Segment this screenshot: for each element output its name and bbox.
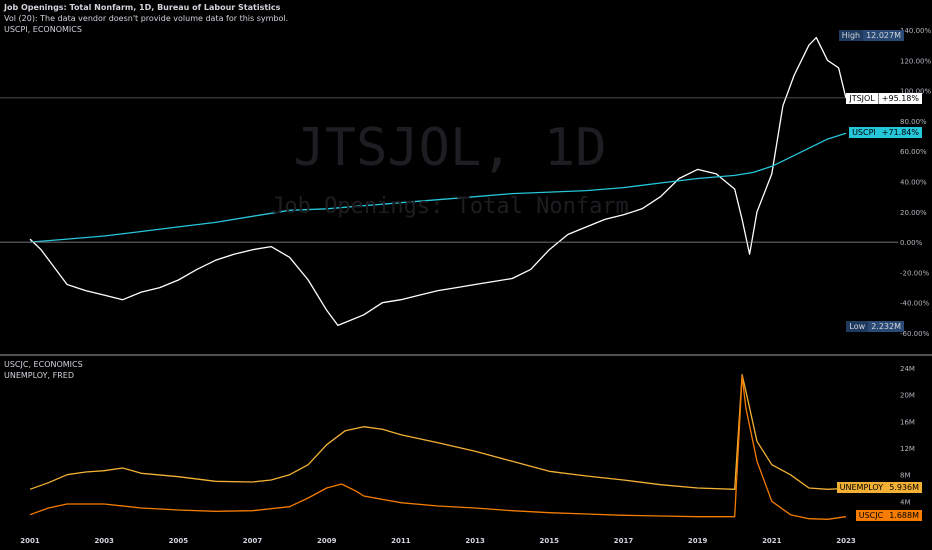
- jtsjol-tag-label: JTSJOL: [849, 94, 875, 103]
- lower-legend-unemploy[interactable]: UNEMPLOY, FRED: [4, 371, 74, 380]
- y-tick-label: 16M: [900, 418, 915, 426]
- y-tick-label: 12M: [900, 445, 915, 453]
- series-line-unemploy: [29, 374, 847, 490]
- y-tick-label: 20.00%: [900, 209, 927, 217]
- uscpi-tag-value: +71.84%: [881, 128, 919, 137]
- overlay-legend-uscpi[interactable]: USCPI, ECONOMICS: [4, 25, 82, 34]
- uscjc-tag-value: 1.688M: [889, 511, 919, 520]
- x-tick-label: 2005: [169, 537, 189, 545]
- low-tag-value: 2.232M: [868, 321, 904, 332]
- unemploy-tag-value: 5.936M: [889, 483, 919, 492]
- series-line-jtsjol: [29, 36, 847, 327]
- low-tag: Low 2.232M: [846, 321, 904, 332]
- high-tag-label: High: [841, 31, 861, 40]
- y-tick-label: 60.00%: [900, 148, 927, 156]
- x-tick-label: 2007: [243, 537, 263, 545]
- y-tick-label: 20M: [900, 392, 915, 400]
- uscpi-tag: USCPI +71.84%: [849, 127, 922, 138]
- high-tag: High 12.027M: [838, 30, 904, 41]
- x-tick-label: 2001: [20, 537, 40, 545]
- y-tick-label: -60.00%: [900, 330, 930, 338]
- unemploy-tag-label: UNEMPLOY: [839, 483, 884, 492]
- high-tag-value: 12.027M: [863, 30, 904, 41]
- series-line-uscpi: [29, 132, 847, 243]
- series-line-uscjc: [29, 375, 847, 520]
- y-tick-label: 80.00%: [900, 118, 927, 126]
- x-tick-label: 2021: [762, 537, 782, 545]
- x-tick-label: 2019: [688, 537, 708, 545]
- x-tick-label: 2003: [94, 537, 114, 545]
- y-tick-label: 40.00%: [900, 179, 927, 187]
- y-tick-label: 120.00%: [900, 57, 931, 65]
- y-tick-label: 100.00%: [900, 88, 931, 96]
- unemploy-tag: UNEMPLOY 5.936M: [836, 482, 922, 493]
- volume-note: Vol (20): The data vendor doesn't provid…: [4, 14, 289, 23]
- uscpi-tag-label: USCPI: [852, 128, 876, 137]
- jtsjol-tag-value: +95.18%: [877, 93, 922, 104]
- x-tick-label: 2009: [317, 537, 337, 545]
- x-tick-label: 2013: [465, 537, 485, 545]
- watermark-symbol: JTSJOL, 1D: [293, 118, 607, 178]
- y-tick-label: 140.00%: [900, 27, 931, 35]
- low-tag-label: Low: [849, 322, 866, 331]
- watermark-name: Job Openings: Total Nonfarm: [271, 194, 629, 219]
- uscjc-tag: USCJC 1.688M: [855, 510, 922, 521]
- jtsjol-tag: JTSJOL +95.18%: [846, 93, 922, 104]
- y-tick-label: 4M: [900, 498, 911, 506]
- x-tick-label: 2017: [614, 537, 634, 545]
- y-tick-label: 0.00%: [900, 239, 923, 247]
- y-tick-label: 8M: [900, 472, 911, 480]
- y-tick-label: 24M: [900, 365, 915, 373]
- x-tick-label: 2015: [540, 537, 560, 545]
- chart-title: Job Openings: Total Nonfarm, 1D, Bureau …: [4, 3, 281, 12]
- uscjc-tag-label: USCJC: [858, 511, 884, 520]
- x-tick-label: 2011: [391, 537, 411, 545]
- x-tick-label: 2023: [836, 537, 856, 545]
- lower-legend-uscjc[interactable]: USCJC, ECONOMICS: [4, 360, 83, 369]
- y-tick-label: -40.00%: [900, 300, 930, 308]
- y-tick-label: -20.00%: [900, 269, 930, 277]
